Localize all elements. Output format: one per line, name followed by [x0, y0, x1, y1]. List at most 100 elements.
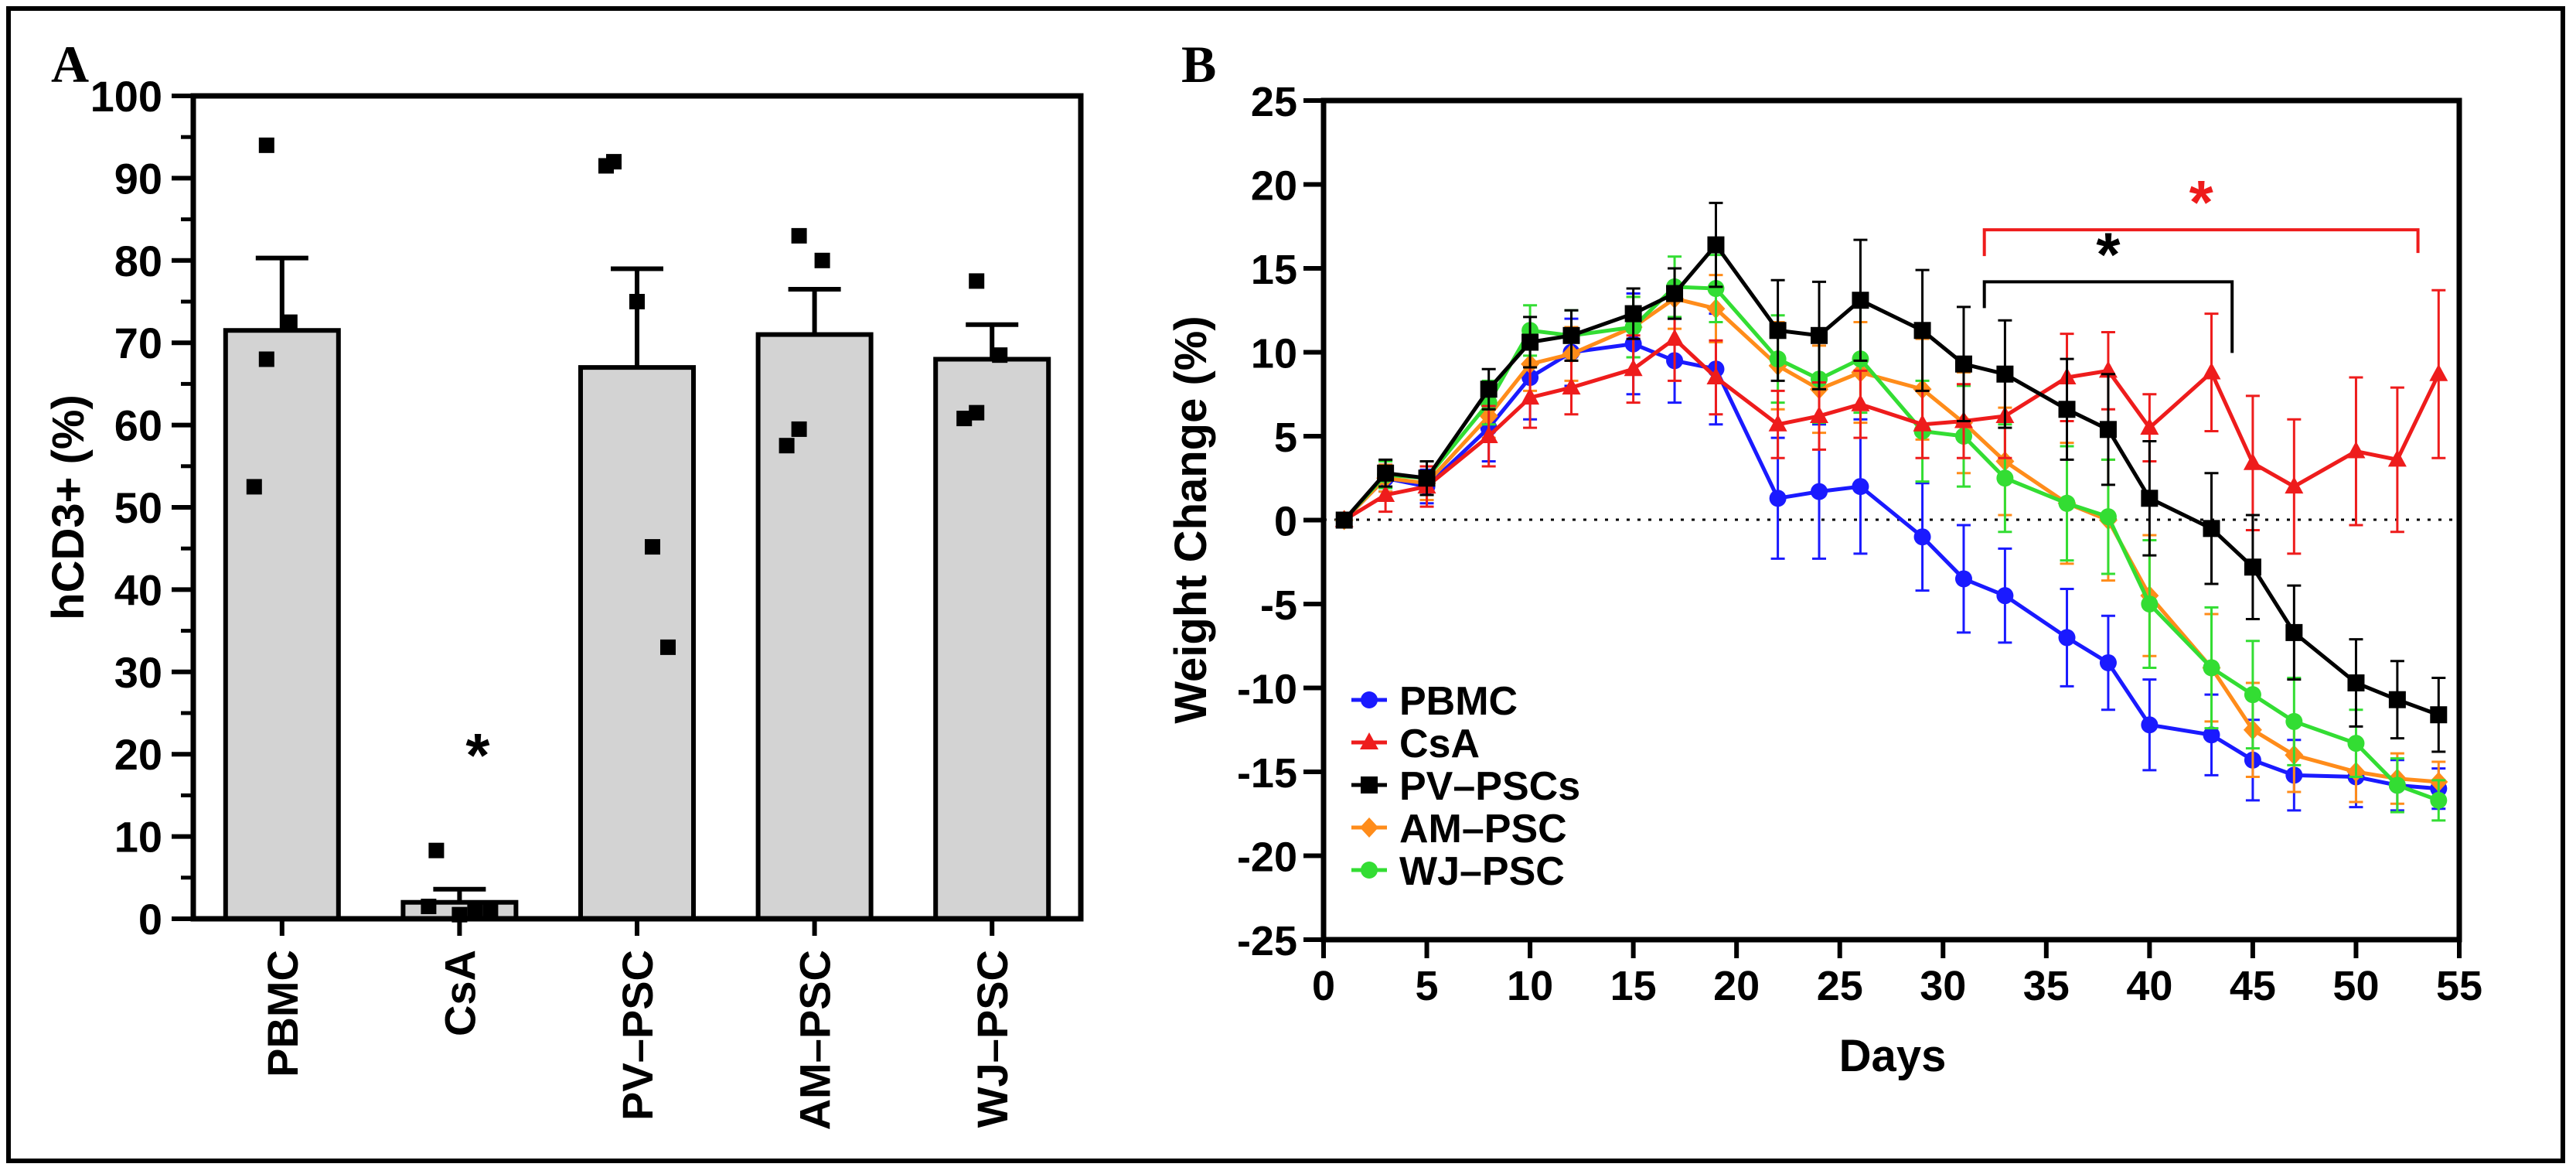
legend-item: WJ–PSC [1351, 849, 1565, 894]
panel-a-data-points [246, 137, 1008, 923]
significance-star-black: * [2096, 220, 2121, 288]
data-point [969, 273, 985, 289]
data-point [258, 351, 274, 367]
series-pv-pscs [1335, 201, 2448, 753]
y-tick-label: 40 [114, 565, 162, 614]
x-tick-label: 50 [2332, 963, 2379, 1009]
x-tick-label: 10 [1507, 963, 1553, 1009]
data-marker [1811, 326, 1828, 344]
data-marker [2058, 401, 2076, 418]
x-tick-label: 0 [1312, 963, 1335, 1009]
data-marker [1913, 528, 1931, 546]
data-marker [2430, 706, 2448, 724]
y-tick-label: -20 [1237, 834, 1297, 881]
data-marker [2141, 490, 2159, 507]
data-marker [1479, 426, 1498, 443]
data-marker [2387, 449, 2407, 467]
bar [755, 332, 874, 921]
data-marker [1562, 326, 1580, 344]
data-marker [2347, 735, 2365, 753]
data-point [258, 137, 274, 153]
significance-bracket-red [1982, 228, 2420, 257]
panel-b-significance: ** [1982, 168, 2420, 353]
y-tick-label: 50 [114, 483, 162, 532]
data-point [645, 539, 660, 555]
y-tick-label: -25 [1237, 918, 1297, 964]
y-tick-label: -5 [1260, 582, 1297, 629]
panel-b-x-axis-label: Days [1839, 1031, 1947, 1081]
legend-label: CsA [1399, 722, 1480, 766]
data-marker [1361, 776, 1378, 793]
data-marker [2347, 674, 2365, 691]
legend-item: AM–PSC [1351, 807, 1567, 851]
data-marker [2346, 441, 2366, 459]
data-marker [2388, 691, 2406, 708]
panel-a-x-tick-labels: PBMC CsA PV–PSC AM–PSC WJ–PSC [258, 919, 1017, 1130]
series-line [1342, 241, 2440, 717]
data-marker [1361, 691, 1378, 708]
panel-a-y-axis-label: hCD3+ (%) [43, 394, 94, 620]
data-marker [1361, 862, 1378, 879]
data-marker [2099, 421, 2117, 439]
data-point [791, 421, 807, 437]
y-tick-label: -15 [1237, 750, 1297, 797]
legend-item: CsA [1351, 722, 1480, 766]
data-marker [1810, 405, 1829, 423]
data-marker [1665, 329, 1685, 346]
legend-label: PBMC [1399, 679, 1518, 724]
y-tick-label: 20 [114, 730, 162, 779]
x-tick-label: AM–PSC [791, 950, 840, 1130]
data-point [969, 404, 985, 421]
data-marker [1851, 394, 1870, 411]
data-point [814, 252, 830, 268]
data-marker [1624, 359, 1643, 377]
x-tick-label: PBMC [258, 950, 307, 1077]
y-tick-label: 0 [1274, 499, 1297, 545]
y-tick-label: 10 [114, 813, 162, 862]
data-marker [2141, 596, 2159, 613]
y-tick-label: 10 [1251, 331, 1297, 377]
x-tick-label: 55 [2436, 963, 2482, 1009]
data-marker [1376, 484, 1395, 502]
panel-a-chart: 0 10 20 30 40 50 60 70 80 90 100 PBMC CsA PV–PSC AM–P… [43, 72, 1084, 1130]
panel-b-y-axis-label: Weight Change (%) [1166, 316, 1216, 723]
y-tick-label: -10 [1237, 667, 1297, 713]
x-tick-label: 40 [2126, 963, 2172, 1009]
data-point [660, 639, 676, 655]
data-marker [2244, 558, 2261, 576]
panel-a-significance-star: * [465, 721, 490, 790]
data-marker [2285, 712, 2303, 730]
data-point [281, 314, 298, 330]
significance-star-red: * [2189, 168, 2214, 237]
data-point [629, 294, 645, 309]
x-tick-label: 30 [1920, 963, 1966, 1009]
data-marker [1335, 511, 1353, 529]
legend-item: PV–PSCs [1351, 764, 1580, 809]
panel-b-label: B [1181, 35, 1216, 94]
data-marker [1996, 469, 2014, 487]
series-line [1342, 296, 2439, 784]
legend-label: AM–PSC [1399, 807, 1567, 851]
data-marker [2203, 659, 2220, 677]
x-tick-label: 45 [2230, 963, 2276, 1009]
bar [223, 328, 341, 921]
data-marker [2285, 476, 2304, 494]
data-marker [2099, 508, 2117, 526]
data-marker [2058, 629, 2076, 647]
y-tick-label: 20 [1251, 163, 1297, 210]
bar [578, 365, 696, 921]
data-point [421, 899, 437, 915]
y-tick-label: 5 [1274, 415, 1297, 461]
data-marker [2141, 716, 2159, 734]
data-point [791, 227, 807, 244]
data-marker [1707, 280, 1725, 298]
data-marker [1666, 285, 1684, 302]
x-tick-label: 15 [1610, 963, 1657, 1009]
data-marker [1913, 322, 1931, 340]
y-tick-label: 100 [90, 72, 162, 121]
panel-b-x-ticks: 0 5 10 15 20 25 30 35 40 45 50 55 [1312, 940, 2482, 1009]
data-marker [1360, 817, 1378, 838]
data-marker [1954, 355, 1972, 373]
